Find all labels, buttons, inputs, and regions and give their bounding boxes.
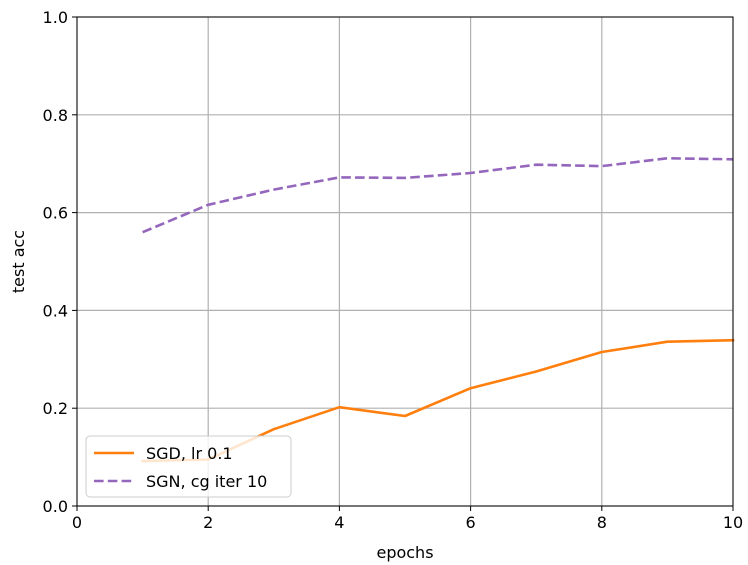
- y-tick-label: 0.2: [43, 399, 68, 418]
- x-tick-label: 2: [203, 513, 213, 532]
- axis-ticks: 0 2 4 6 8 10 0.0 0.2 0.4 0.6 0.8 1.0: [43, 8, 744, 532]
- x-tick-label: 4: [334, 513, 344, 532]
- y-tick-label: 0.4: [43, 301, 68, 320]
- legend-box: [85, 435, 292, 498]
- y-tick-label: 0.0: [43, 497, 68, 516]
- x-tick-label: 0: [72, 513, 82, 532]
- x-tick-label: 8: [597, 513, 607, 532]
- x-tick-label: 10: [723, 513, 743, 532]
- x-tick-label: 6: [466, 513, 476, 532]
- y-tick-label: 1.0: [43, 8, 68, 27]
- x-axis-label: epochs: [376, 543, 433, 562]
- legend: SGD, lr 0.1 SGN, cg iter 10: [85, 435, 292, 498]
- y-axis-label: test acc: [9, 230, 28, 293]
- legend-label-sgn: SGN, cg iter 10: [146, 472, 267, 491]
- series-line-1: [142, 157, 734, 234]
- plot-frame: [76, 16, 734, 507]
- series-lines: [141, 157, 735, 463]
- legend-label-sgd: SGD, lr 0.1: [146, 444, 233, 463]
- grid-lines: [76, 16, 734, 507]
- y-tick-label: 0.6: [43, 204, 68, 223]
- y-tick-label: 0.8: [43, 106, 68, 125]
